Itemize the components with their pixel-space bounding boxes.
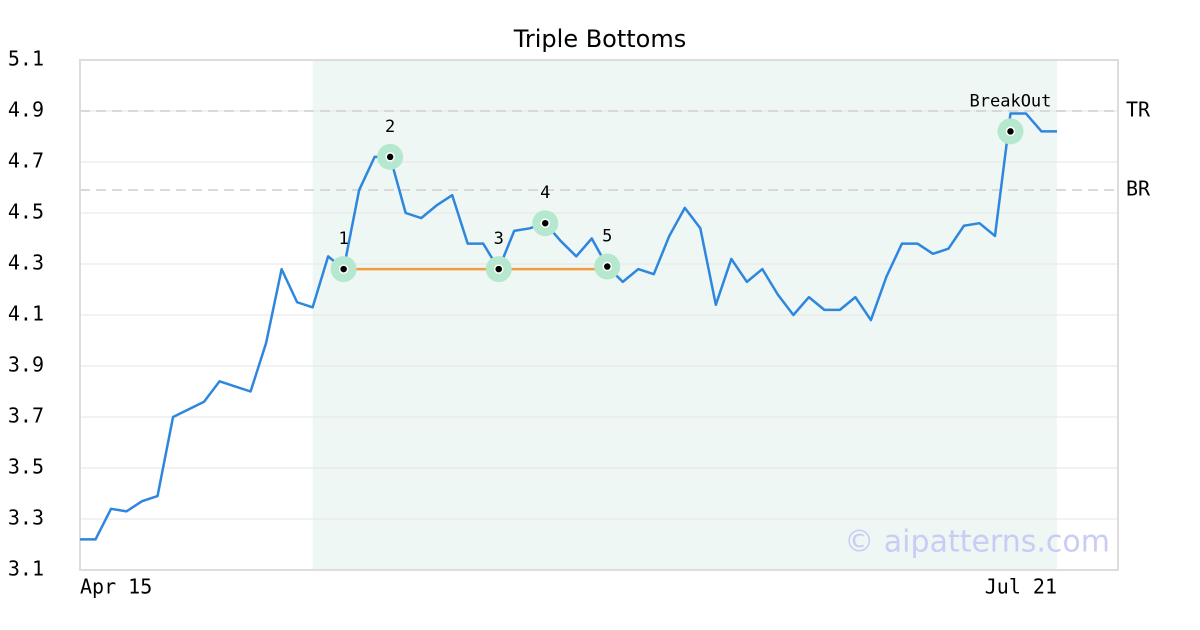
y-tick-label: 3.3 xyxy=(8,506,44,530)
point-dot xyxy=(338,264,349,274)
chart-title: Triple Bottoms xyxy=(513,25,687,53)
point-label: 5 xyxy=(602,227,612,247)
point-label: 4 xyxy=(540,183,550,203)
level-label: BR xyxy=(1126,177,1151,201)
x-tick-label: Apr 15 xyxy=(80,575,152,599)
y-tick-label: 4.3 xyxy=(8,251,44,275)
y-tick-label: 4.7 xyxy=(8,149,44,173)
y-tick-label: 3.7 xyxy=(8,404,44,428)
y-tick-label: 4.9 xyxy=(8,98,44,122)
y-tick-label: 4.5 xyxy=(8,200,44,224)
point-dot xyxy=(1005,126,1016,137)
y-tick-label: 3.5 xyxy=(8,455,44,479)
x-tick-label: Jul 21 xyxy=(985,575,1057,599)
point-label: BreakOut xyxy=(970,91,1052,111)
point-label: 1 xyxy=(339,229,349,249)
price-line xyxy=(80,112,1057,541)
y-tick-label: 5.1 xyxy=(8,47,44,71)
point-dot xyxy=(385,152,395,162)
point-dot xyxy=(602,261,613,272)
watermark: © aipatterns.com xyxy=(844,525,1110,560)
point-label: 2 xyxy=(385,117,395,137)
point-label: 3 xyxy=(494,229,504,249)
y-tick-label: 3.9 xyxy=(8,353,44,377)
plot-frame xyxy=(79,59,1119,571)
level-label: TR xyxy=(1126,98,1151,122)
point-dot xyxy=(493,264,504,274)
point-dot xyxy=(540,218,550,228)
y-tick-label: 3.1 xyxy=(8,557,44,581)
y-tick-label: 4.1 xyxy=(8,302,44,326)
